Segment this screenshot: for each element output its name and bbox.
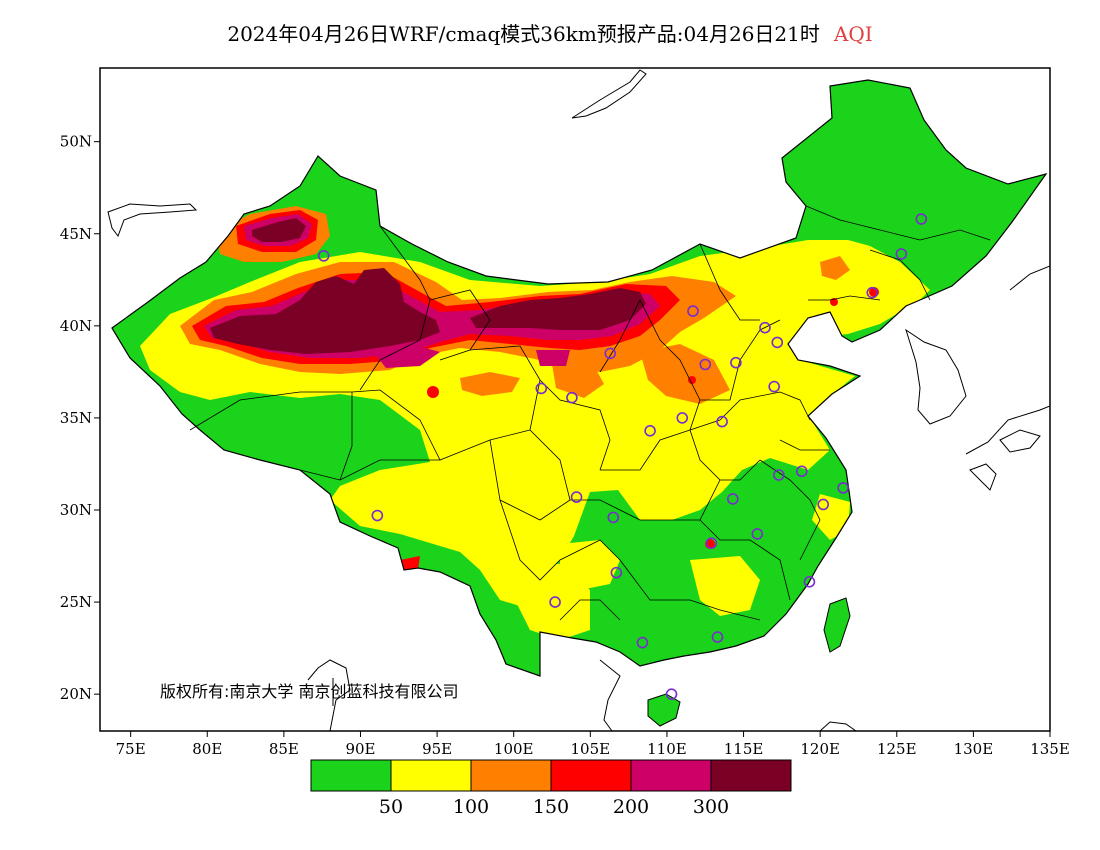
lon-tick-label: 105E xyxy=(571,740,611,758)
station-marker xyxy=(566,391,578,404)
latitude-axis: 50N 45N 40N 35N 30N 25N 20N xyxy=(60,133,100,703)
legend-swatch xyxy=(390,759,472,792)
station-marker xyxy=(610,566,623,579)
station-marker xyxy=(604,347,617,360)
station-marker xyxy=(759,321,771,334)
lon-tick-label: 125E xyxy=(877,740,917,758)
legend-threshold-label: 100 xyxy=(453,796,489,818)
longitude-axis: 75E 80E 85E 90E 95E 100E 105E 110E 115E 120E 125E 1… xyxy=(116,731,1070,758)
station-marker xyxy=(730,356,742,369)
station-marker xyxy=(711,631,724,643)
station-marker xyxy=(705,537,718,549)
lat-tick-label: 20N xyxy=(60,685,92,703)
legend-threshold-label: 50 xyxy=(379,796,403,818)
station-marker xyxy=(676,412,689,424)
map-frame xyxy=(99,67,1051,732)
neighbor-coastlines xyxy=(107,69,1050,731)
station-marker xyxy=(837,482,849,494)
station-marker xyxy=(915,213,928,225)
monitoring-stations xyxy=(317,213,928,700)
station-marker xyxy=(570,491,583,503)
lon-tick-label: 120E xyxy=(800,740,840,758)
station-marker xyxy=(687,305,699,317)
lon-tick-label: 115E xyxy=(724,740,764,758)
lon-tick-label: 80E xyxy=(192,740,222,758)
station-marker xyxy=(772,469,785,481)
station-marker xyxy=(771,336,784,349)
legend-swatch xyxy=(310,759,392,792)
station-marker xyxy=(549,596,561,608)
lon-tick-label: 75E xyxy=(116,740,146,758)
lon-tick-label: 110E xyxy=(647,740,687,758)
legend-threshold-label: 150 xyxy=(533,796,569,818)
lat-tick-label: 30N xyxy=(60,501,92,519)
station-marker xyxy=(866,286,879,299)
lat-tick-label: 50N xyxy=(60,133,92,151)
lon-tick-label: 100E xyxy=(494,740,534,758)
aqi-legend: 50 100 150 200 300 xyxy=(310,759,792,818)
station-marker xyxy=(607,511,620,524)
lon-tick-label: 130E xyxy=(954,740,994,758)
legend-swatch xyxy=(710,759,792,792)
legend-threshold-label: 200 xyxy=(613,796,649,818)
station-marker xyxy=(371,509,384,522)
station-marker xyxy=(636,636,649,649)
station-marker xyxy=(768,380,780,393)
legend-swatch xyxy=(630,759,712,792)
station-marker xyxy=(727,493,739,505)
station-marker xyxy=(699,358,712,371)
lon-tick-label: 95E xyxy=(422,740,452,758)
map-title: 2024年04月26日WRF/cmaq模式36km预报产品:04月26日21时 A… xyxy=(0,18,1100,47)
province-boundaries xyxy=(189,205,991,621)
title-variable: AQI xyxy=(833,22,873,46)
china-border xyxy=(111,79,1048,677)
taiwan-island xyxy=(823,597,851,653)
lon-tick-label: 85E xyxy=(269,740,299,758)
station-marker xyxy=(716,415,728,428)
lat-tick-label: 35N xyxy=(60,409,92,427)
legend-threshold-label: 300 xyxy=(693,796,729,818)
lat-tick-label: 40N xyxy=(60,317,92,335)
station-marker xyxy=(795,465,808,478)
legend-swatch xyxy=(470,759,552,792)
lat-tick-label: 45N xyxy=(60,225,92,243)
station-marker xyxy=(535,382,548,395)
lat-tick-label: 25N xyxy=(60,593,92,611)
station-marker xyxy=(751,528,764,540)
lon-tick-label: 90E xyxy=(345,740,375,758)
station-marker xyxy=(644,425,656,437)
station-marker xyxy=(317,250,330,262)
copyright-text: 版权所有:南京大学 南京创蓝科技有限公司 xyxy=(160,682,458,701)
title-main: 2024年04月26日WRF/cmaq模式36km预报产品:04月26日21时 xyxy=(227,22,820,46)
aqi-hazardous-area xyxy=(210,218,646,354)
station-marker xyxy=(665,688,678,700)
station-marker xyxy=(895,248,908,260)
station-marker xyxy=(803,576,816,588)
legend-swatch xyxy=(550,759,632,792)
station-marker xyxy=(817,498,830,511)
lon-tick-label: 135E xyxy=(1030,740,1070,758)
